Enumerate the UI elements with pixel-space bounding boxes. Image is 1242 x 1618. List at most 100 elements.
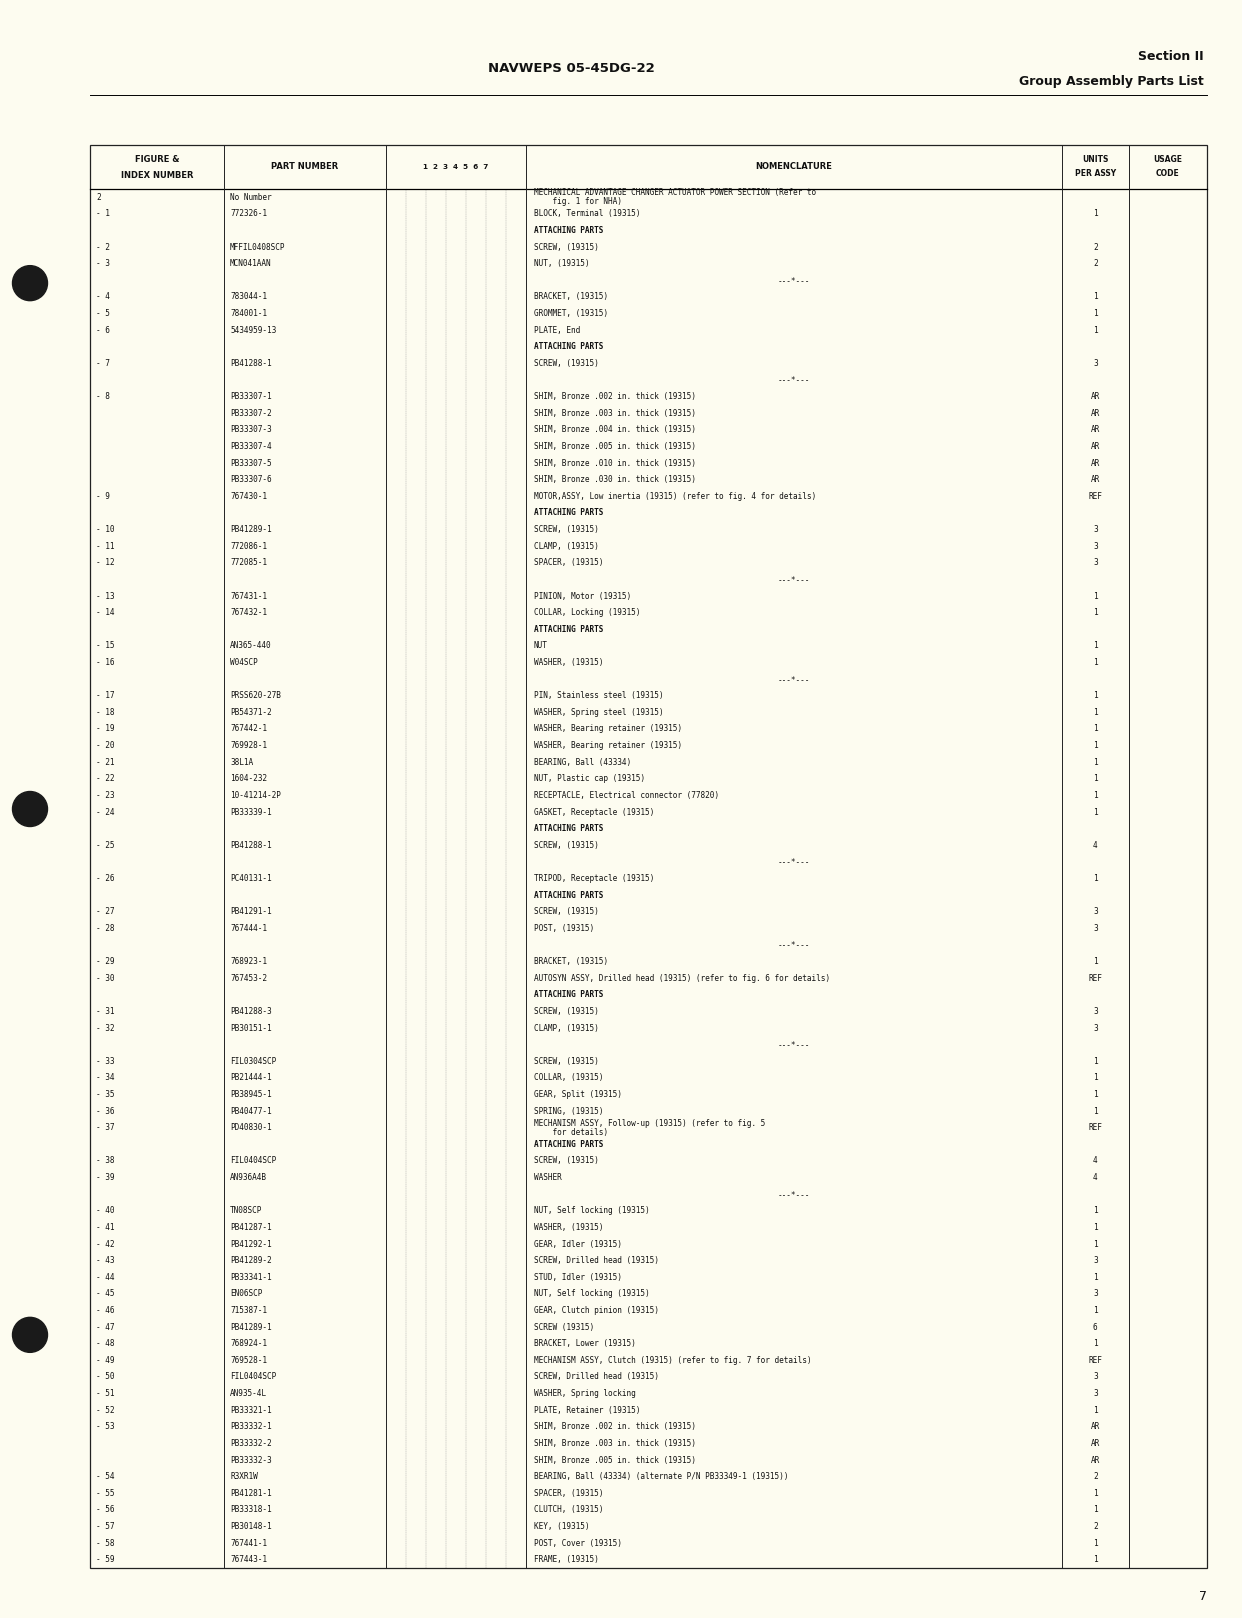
Text: NUT, Self locking (19315): NUT, Self locking (19315) (534, 1207, 650, 1215)
Text: AR: AR (1090, 392, 1100, 401)
Text: ---*---: ---*--- (777, 1189, 810, 1199)
Text: - 51: - 51 (96, 1388, 114, 1398)
Text: PLATE, Retainer (19315): PLATE, Retainer (19315) (534, 1406, 640, 1414)
Text: PB33307-2: PB33307-2 (230, 409, 272, 417)
Text: GASKET, Receptacle (19315): GASKET, Receptacle (19315) (534, 807, 653, 817)
Text: SPACER, (19315): SPACER, (19315) (534, 558, 604, 568)
Text: PB30151-1: PB30151-1 (230, 1024, 272, 1032)
Text: - 19: - 19 (96, 725, 114, 733)
Text: 6: 6 (1093, 1322, 1098, 1332)
Text: - 5: - 5 (96, 309, 109, 319)
Text: - 12: - 12 (96, 558, 114, 568)
Text: - 45: - 45 (96, 1290, 114, 1298)
Text: MFFIL0408SCP: MFFIL0408SCP (230, 243, 286, 252)
Text: RECEPTACLE, Electrical connector (77820): RECEPTACLE, Electrical connector (77820) (534, 791, 719, 799)
Text: FIGURE &: FIGURE & (135, 155, 179, 165)
Text: PIN, Stainless steel (19315): PIN, Stainless steel (19315) (534, 691, 663, 701)
Text: - 16: - 16 (96, 659, 114, 667)
Text: MECHANISM ASSY, Follow-up (19315) (refer to fig. 5: MECHANISM ASSY, Follow-up (19315) (refer… (534, 1120, 765, 1128)
Text: BEARING, Ball (43334) (alternate P/N PB33349-1 (19315)): BEARING, Ball (43334) (alternate P/N PB3… (534, 1472, 787, 1480)
Text: 2: 2 (1093, 1523, 1098, 1531)
Text: PB33332-1: PB33332-1 (230, 1422, 272, 1432)
Text: AR: AR (1090, 458, 1100, 468)
Text: ATTACHING PARTS: ATTACHING PARTS (534, 625, 604, 634)
Text: COLLAR, Locking (19315): COLLAR, Locking (19315) (534, 608, 640, 616)
Text: PRSS620-27B: PRSS620-27B (230, 691, 281, 701)
Text: UNITS: UNITS (1082, 155, 1109, 165)
Text: BLOCK, Terminal (19315): BLOCK, Terminal (19315) (534, 209, 640, 218)
Text: GROMMET, (19315): GROMMET, (19315) (534, 309, 607, 319)
Text: PB21444-1: PB21444-1 (230, 1073, 272, 1082)
Text: PB33307-6: PB33307-6 (230, 476, 272, 484)
Text: - 1: - 1 (96, 209, 109, 218)
Text: 2: 2 (1093, 243, 1098, 252)
Text: 715387-1: 715387-1 (230, 1306, 267, 1315)
Text: for details): for details) (534, 1128, 607, 1136)
Text: EN06SCP: EN06SCP (230, 1290, 262, 1298)
Text: MCN041AAN: MCN041AAN (230, 259, 272, 269)
Text: PB33321-1: PB33321-1 (230, 1406, 272, 1414)
Text: REF: REF (1088, 492, 1102, 502)
Text: 772086-1: 772086-1 (230, 542, 267, 550)
Text: - 14: - 14 (96, 608, 114, 616)
Text: 4: 4 (1093, 1173, 1098, 1183)
Text: PB33339-1: PB33339-1 (230, 807, 272, 817)
Text: PC40131-1: PC40131-1 (230, 874, 272, 883)
Text: SHIM, Bronze .003 in. thick (19315): SHIM, Bronze .003 in. thick (19315) (534, 1438, 696, 1448)
Text: PB33307-1: PB33307-1 (230, 392, 272, 401)
Text: PLATE, End: PLATE, End (534, 325, 580, 335)
Text: WASHER, Bearing retainer (19315): WASHER, Bearing retainer (19315) (534, 741, 682, 751)
Text: 3: 3 (1093, 526, 1098, 534)
Text: SHIM, Bronze .005 in. thick (19315): SHIM, Bronze .005 in. thick (19315) (534, 1456, 696, 1464)
Text: PB40477-1: PB40477-1 (230, 1107, 272, 1115)
Text: - 54: - 54 (96, 1472, 114, 1480)
Text: PB30148-1: PB30148-1 (230, 1523, 272, 1531)
Bar (89, 146, 1207, 1568)
Circle shape (12, 791, 47, 827)
Text: MOTOR,ASSY, Low inertia (19315) (refer to fig. 4 for details): MOTOR,ASSY, Low inertia (19315) (refer t… (534, 492, 816, 502)
Text: - 52: - 52 (96, 1406, 114, 1414)
Text: - 58: - 58 (96, 1539, 114, 1547)
Text: FIL0304SCP: FIL0304SCP (230, 1057, 276, 1066)
Text: 1: 1 (1093, 1073, 1098, 1082)
Text: - 34: - 34 (96, 1073, 114, 1082)
Text: PB41291-1: PB41291-1 (230, 908, 272, 916)
Text: 1: 1 (1093, 1273, 1098, 1281)
Text: - 25: - 25 (96, 841, 114, 849)
Text: SCREW, (19315): SCREW, (19315) (534, 908, 599, 916)
Text: AR: AR (1090, 409, 1100, 417)
Text: PB33332-3: PB33332-3 (230, 1456, 272, 1464)
Text: - 7: - 7 (96, 359, 109, 367)
Text: ATTACHING PARTS: ATTACHING PARTS (534, 890, 604, 900)
Text: - 37: - 37 (96, 1123, 114, 1133)
Text: 1: 1 (1093, 1223, 1098, 1231)
Text: - 15: - 15 (96, 641, 114, 650)
Text: 1: 1 (1093, 1489, 1098, 1498)
Text: PB38945-1: PB38945-1 (230, 1091, 272, 1099)
Text: SPACER, (19315): SPACER, (19315) (534, 1489, 604, 1498)
Text: 768923-1: 768923-1 (230, 958, 267, 966)
Text: - 21: - 21 (96, 757, 114, 767)
Text: 1: 1 (1093, 707, 1098, 717)
Text: 3: 3 (1093, 1006, 1098, 1016)
Text: - 31: - 31 (96, 1006, 114, 1016)
Text: - 41: - 41 (96, 1223, 114, 1231)
Text: PB41289-1: PB41289-1 (230, 526, 272, 534)
Text: - 49: - 49 (96, 1356, 114, 1366)
Text: AR: AR (1090, 1422, 1100, 1432)
Text: CLAMP, (19315): CLAMP, (19315) (534, 542, 599, 550)
Text: 1: 1 (1093, 608, 1098, 616)
Text: - 29: - 29 (96, 958, 114, 966)
Text: 1: 1 (1093, 1555, 1098, 1565)
Text: TN08SCP: TN08SCP (230, 1207, 262, 1215)
Text: SHIM, Bronze .010 in. thick (19315): SHIM, Bronze .010 in. thick (19315) (534, 458, 696, 468)
Text: 10-41214-2P: 10-41214-2P (230, 791, 281, 799)
Text: - 11: - 11 (96, 542, 114, 550)
Text: AR: AR (1090, 426, 1100, 434)
Text: 767430-1: 767430-1 (230, 492, 267, 502)
Text: PB33307-5: PB33307-5 (230, 458, 272, 468)
Text: NUT, (19315): NUT, (19315) (534, 259, 589, 269)
Text: PB41288-3: PB41288-3 (230, 1006, 272, 1016)
Text: 1: 1 (1093, 775, 1098, 783)
Text: 1: 1 (1093, 1107, 1098, 1115)
